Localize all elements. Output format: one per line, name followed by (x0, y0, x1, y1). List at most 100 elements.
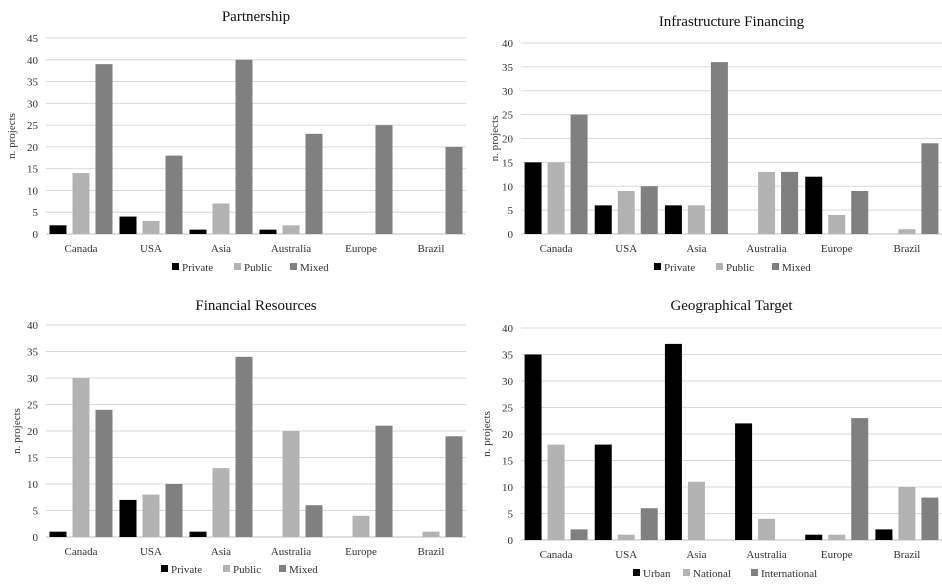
x-tick-label: Canada (540, 243, 573, 255)
bar-public-europe (828, 214, 846, 234)
bar-public-australia (282, 431, 300, 537)
y-tick-label: 40 (27, 55, 39, 67)
bar-urban-canada (524, 354, 542, 540)
legend-swatch-urban (633, 569, 640, 576)
chart-title: Partnership (222, 9, 290, 25)
x-tick-label: Canada (65, 546, 98, 558)
bar-private-usa (119, 499, 137, 537)
chart-title: Financial Resources (195, 298, 316, 314)
legend-swatch-national (683, 569, 690, 576)
bar-national-asia (687, 481, 705, 540)
legend-swatch-public (234, 263, 241, 270)
y-tick-label: 0 (508, 535, 514, 547)
x-tick-label: Europe (345, 243, 377, 255)
legend-label-private: Private (664, 262, 695, 274)
bar-public-asia (212, 468, 230, 537)
y-tick-label: 10 (27, 185, 39, 197)
legend-label-mixed: Mixed (300, 262, 329, 274)
bar-urban-asia (664, 343, 682, 540)
bar-mixed-asia (710, 62, 728, 234)
x-tick-label: Australia (271, 243, 311, 255)
chart-partnership: 0 5 10 15 20 25 30 35 40 45 Partnership n. projects… (6, 9, 466, 274)
bar-mixed-brazil (445, 146, 463, 234)
chart-infrastructure-financing: 0 5 10 15 20 25 30 35 40 Infrastructure Financing… (489, 14, 942, 274)
legend-label-public: Public (726, 262, 754, 274)
bar-mixed-asia (235, 356, 253, 537)
bar-urban-brazil (875, 529, 893, 540)
y-tick-label: 20 (27, 426, 39, 438)
y-tick-label: 30 (27, 98, 39, 110)
y-tick-label: 45 (27, 33, 39, 45)
bar-private-australia (259, 229, 277, 234)
chart-geographical-target: 0 5 10 15 20 25 30 35 40 Geographical Target n. pr… (481, 298, 942, 580)
bar-international-usa (640, 508, 658, 540)
bar-mixed-asia (235, 59, 253, 235)
legend-label-urban: Urban (643, 568, 671, 580)
bar-international-europe (851, 418, 869, 540)
legend-swatch-mixed (290, 263, 297, 270)
y-axis-label: n. projects (481, 411, 493, 457)
y-tick-label: 35 (502, 350, 514, 362)
y-tick-label: 35 (27, 347, 39, 359)
bar-mixed-brazil (921, 143, 939, 234)
bar-public-europe (352, 515, 370, 537)
y-axis-label: n. projects (6, 113, 18, 159)
bar-public-usa (617, 191, 635, 234)
x-tick-label: Brazil (418, 243, 445, 255)
x-tick-label: Europe (345, 546, 377, 558)
x-tick-label: Brazil (893, 549, 920, 561)
legend-swatch-private (172, 263, 179, 270)
y-tick-label: 35 (27, 77, 39, 89)
bar-private-asia (189, 229, 207, 234)
bar-public-canada (72, 173, 90, 234)
bar-urban-europe (805, 534, 823, 540)
bar-private-canada (524, 162, 542, 234)
bar-mixed-europe (851, 191, 869, 234)
x-tick-label: Asia (686, 243, 706, 255)
y-tick-label: 30 (27, 373, 39, 385)
bar-mixed-usa (640, 186, 658, 234)
x-tick-label: Brazil (893, 243, 920, 255)
x-tick-label: USA (615, 243, 637, 255)
y-axis-label: n. projects (489, 116, 501, 162)
bar-private-asia (664, 205, 682, 234)
y-tick-label: 30 (502, 86, 514, 98)
legend-swatch-mixed (279, 565, 286, 572)
legend-label-international: International (761, 568, 817, 580)
bar-national-usa (617, 534, 635, 540)
bar-mixed-australia (305, 505, 323, 537)
chart-financial-resources: 0 5 10 15 20 25 30 35 40 Financial Resources n. pr… (11, 298, 466, 576)
y-tick-label: 30 (502, 376, 514, 388)
y-tick-label: 10 (27, 479, 39, 491)
bar-private-europe (805, 176, 823, 234)
legend-label-national: National (693, 568, 731, 580)
y-tick-label: 20 (27, 142, 39, 154)
bar-public-asia (687, 205, 705, 234)
bar-national-canada (547, 444, 565, 540)
y-tick-label: 5 (508, 205, 514, 217)
y-tick-label: 20 (502, 134, 514, 146)
bar-mixed-brazil (445, 436, 463, 537)
x-tick-label: USA (140, 546, 162, 558)
bar-international-brazil (921, 497, 939, 540)
y-tick-label: 15 (502, 157, 514, 169)
legend-label-private: Private (171, 564, 202, 576)
bar-private-canada (49, 225, 67, 234)
bar-mixed-usa (165, 484, 183, 537)
bar-national-brazil (898, 487, 916, 540)
bar-mixed-europe (375, 125, 393, 234)
x-tick-label: Canada (540, 549, 573, 561)
bar-public-asia (212, 203, 230, 234)
x-tick-label: Australia (746, 549, 786, 561)
bar-mixed-canada (570, 114, 588, 234)
x-tick-label: USA (615, 549, 637, 561)
bar-urban-australia (735, 423, 753, 540)
legend-label-mixed: Mixed (289, 564, 318, 576)
y-tick-label: 25 (27, 400, 39, 412)
chart-title: Infrastructure Financing (659, 14, 805, 30)
bar-public-australia (282, 225, 300, 234)
bar-public-usa (142, 494, 160, 537)
y-tick-label: 25 (502, 110, 514, 122)
bar-national-europe (828, 534, 846, 540)
